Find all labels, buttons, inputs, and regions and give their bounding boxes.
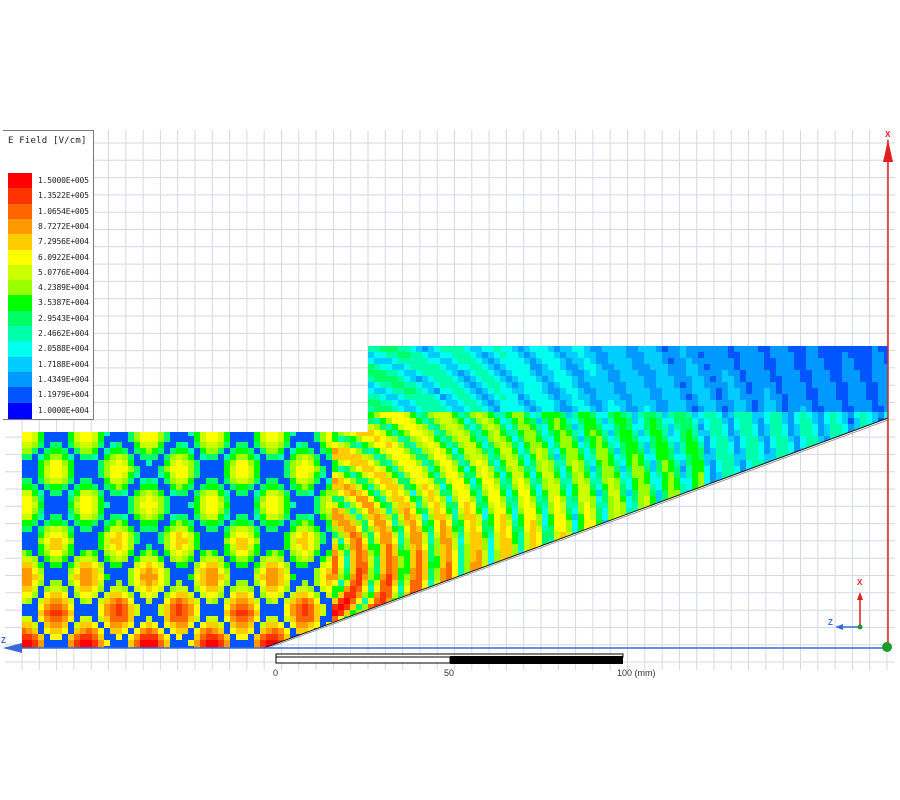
legend-entry: 1.3522E+005 <box>8 188 90 205</box>
legend-entry: 3.5387E+004 <box>8 295 90 312</box>
scale-label-50: 50 <box>444 668 455 678</box>
triad-z-label: Z <box>828 618 833 627</box>
model-outline <box>263 417 889 649</box>
legend-label: 1.7188E+004 <box>38 359 89 369</box>
legend-entry: 1.5000E+005 <box>8 173 90 189</box>
legend-swatch <box>8 234 32 251</box>
legend-swatch <box>8 173 32 189</box>
legend-title: E Field [V/cm] <box>8 136 87 146</box>
legend-entry: 1.7188E+004 <box>8 356 90 373</box>
legend-swatch <box>8 387 32 404</box>
scale-bar <box>275 653 624 664</box>
legend-label: 1.0654E+005 <box>38 206 89 216</box>
legend-entry: 2.9543E+004 <box>8 310 90 327</box>
legend-entry: 1.0000E+004 <box>8 402 90 419</box>
x-axis-label: X <box>885 130 891 139</box>
legend-label: 3.5387E+004 <box>38 298 89 308</box>
legend-swatch <box>8 203 32 220</box>
legend-swatch <box>8 326 32 342</box>
legend-swatch <box>8 295 32 312</box>
legend-label: 1.3522E+005 <box>38 191 89 201</box>
legend-entry: 5.0776E+004 <box>8 264 90 281</box>
e-field-contour-plot <box>22 346 888 648</box>
legend-entry: 1.1979E+004 <box>8 387 90 404</box>
legend-swatch <box>8 264 32 281</box>
legend-label: 1.0000E+004 <box>38 405 89 415</box>
legend-swatch <box>8 249 32 266</box>
legend-label: 2.4662E+004 <box>38 329 89 338</box>
legend-swatch <box>8 218 32 235</box>
legend-entry: 6.0922E+004 <box>8 249 90 266</box>
legend-label: 1.1979E+004 <box>38 390 89 400</box>
legend-entry: 7.2956E+004 <box>8 234 90 251</box>
legend-entry: 8.7272E+004 <box>8 218 90 235</box>
legend-entry: 2.4662E+004 <box>8 326 90 342</box>
origin-marker <box>882 642 892 652</box>
orientation-triad <box>835 592 863 630</box>
legend-label: 7.2956E+004 <box>38 237 89 247</box>
legend-swatch <box>8 402 32 419</box>
legend-label: 5.0776E+004 <box>38 267 89 277</box>
legend-label: 2.0588E+004 <box>38 344 89 354</box>
z-axis-arrow <box>3 643 22 653</box>
legend-entry: 2.0588E+004 <box>8 341 90 358</box>
legend-swatch <box>8 356 32 373</box>
legend-label: 1.4349E+004 <box>38 374 89 384</box>
legend-label: 4.2389E+004 <box>38 283 89 293</box>
z-axis-label: Z <box>1 636 6 645</box>
legend-entry: 1.0654E+005 <box>8 203 90 220</box>
legend-swatch <box>8 188 32 205</box>
scale-label-100: 100 (mm) <box>617 668 656 678</box>
legend-swatch <box>8 371 32 388</box>
legend-entry: 1.4349E+004 <box>8 371 90 388</box>
legend-label: 2.9543E+004 <box>38 313 89 323</box>
x-axis-arrow <box>883 140 893 162</box>
triad-x-label: X <box>857 578 863 587</box>
legend-entry: 4.2389E+004 <box>8 280 90 297</box>
legend-swatch <box>8 280 32 297</box>
legend-swatch <box>8 341 32 358</box>
scale-label-0: 0 <box>273 668 279 678</box>
legend-swatch <box>8 310 32 327</box>
legend-label: 8.7272E+004 <box>38 221 89 231</box>
legend-label: 6.0922E+004 <box>38 252 89 262</box>
legend-label: 1.5000E+005 <box>38 176 89 185</box>
